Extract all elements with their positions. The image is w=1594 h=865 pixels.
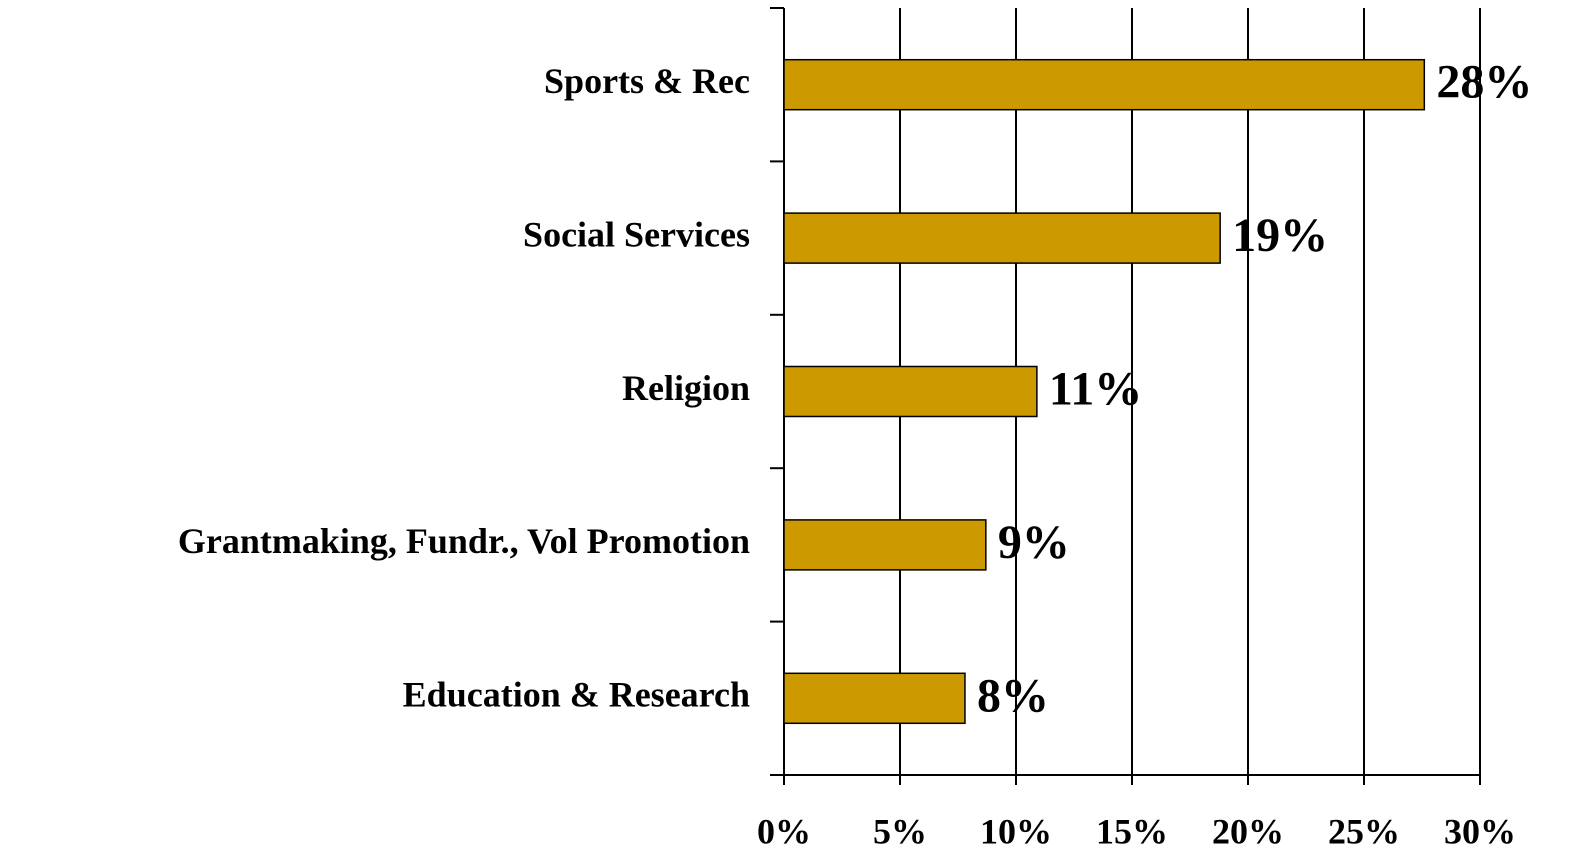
bar xyxy=(783,365,1038,418)
x-tick-label: 30% xyxy=(1444,811,1516,851)
data-label: 8% xyxy=(977,669,1049,722)
bar xyxy=(783,519,987,571)
y-tick-label: Sports & Rec xyxy=(544,61,750,101)
data-label: 11% xyxy=(1049,363,1142,416)
x-tick-label: 20% xyxy=(1212,811,1284,851)
x-tick-label: 5% xyxy=(873,811,927,851)
y-tick-label: Social Services xyxy=(523,214,750,254)
data-label: 28% xyxy=(1436,56,1532,109)
x-tick-label: 0% xyxy=(757,811,811,851)
data-label: 19% xyxy=(1232,209,1328,262)
bar xyxy=(783,672,966,725)
bar xyxy=(783,212,1221,264)
x-tick-label: 15% xyxy=(1096,811,1168,851)
x-tick-label: 25% xyxy=(1328,811,1400,851)
y-tick-label: Religion xyxy=(622,368,750,408)
data-label: 9% xyxy=(998,516,1070,569)
y-tick-label: Grantmaking, Fundr., Vol Promotion xyxy=(178,521,750,561)
bar xyxy=(783,58,1426,111)
x-tick-label: 10% xyxy=(980,811,1052,851)
y-tick-label: Education & Research xyxy=(403,675,750,715)
